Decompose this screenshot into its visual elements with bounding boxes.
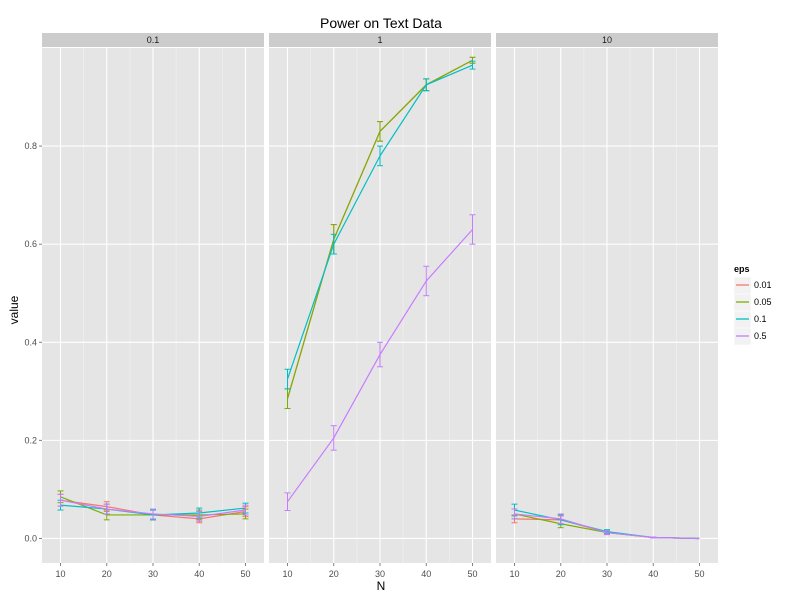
chart-title: Power on Text Data [320,15,442,31]
error-bar [423,265,430,297]
facet-strip-label: 0.1 [147,35,160,45]
x-tick-label: 50 [467,569,477,579]
error-bar [330,233,337,255]
error-bar [377,341,383,368]
x-tick-label: 40 [194,569,204,579]
error-bar [423,78,430,92]
x-tick-label: 10 [282,569,292,579]
x-tick-label: 10 [509,569,519,579]
legend-item: 0.5 [733,327,767,346]
series-0.5 [511,508,700,540]
error-bar [284,368,291,390]
facet-panel-1: 1 10 20 30 40 50 [269,33,491,579]
error-bar [557,513,564,525]
facet-strip [42,33,264,47]
series-0.5 [284,214,476,512]
facet-strip [496,33,718,47]
error-bar [511,508,518,520]
series-0.1 [284,60,476,390]
x-tick-label: 30 [148,569,158,579]
error-bar [103,503,110,515]
legend-item: 0.05 [733,293,772,312]
x-tick-label: 20 [556,569,566,579]
legend-title: eps [734,264,750,274]
facet-panel-0: 0.1 10 20 30 40 50 0.0 0.2 0.4 0.6 0.8 [24,33,264,579]
error-bar [377,145,383,167]
x-tick-label: 20 [329,569,339,579]
y-tick-label: 0.2 [24,435,37,445]
legend-label: 0.05 [754,297,772,307]
legend-label: 0.01 [754,280,772,290]
facet-strip-label: 1 [377,35,382,45]
y-tick-label: 0.4 [24,337,37,347]
y-tick-label: 0.8 [24,141,37,151]
y-axis-title: value [7,295,21,324]
y-tick-label: 0.0 [24,533,37,543]
legend-label: 0.1 [754,314,767,324]
x-tick-label: 50 [240,569,250,579]
error-bar [150,508,156,520]
x-axis-title: N [377,579,386,593]
x-tick-label: 30 [375,569,385,579]
x-tick-label: 30 [602,569,612,579]
error-bar [196,511,203,522]
x-tick-label: 40 [421,569,431,579]
legend-item: 0.01 [733,276,772,295]
x-tick-label: 40 [648,569,658,579]
legend-label: 0.5 [754,331,767,341]
error-bar [242,504,249,516]
x-tick-label: 50 [694,569,704,579]
error-bar [469,60,476,70]
error-bar [330,425,337,451]
y-tick-label: 0.6 [24,239,37,249]
legend: eps 0.01 0.05 0.1 0.5 [733,264,772,346]
facet-strip [269,33,491,47]
error-bar [284,492,291,512]
x-tick-label: 20 [102,569,112,579]
error-bar [57,493,64,507]
x-tick-label: 10 [55,569,65,579]
error-bar [604,530,610,536]
error-bar [650,536,657,539]
error-bar [377,121,383,142]
legend-item: 0.1 [733,310,767,329]
series-0.5 [57,493,249,522]
error-bar [469,214,476,245]
facet-strip-label: 10 [602,35,612,45]
facet-panel-2: 10 10 20 30 40 50 [496,33,718,579]
